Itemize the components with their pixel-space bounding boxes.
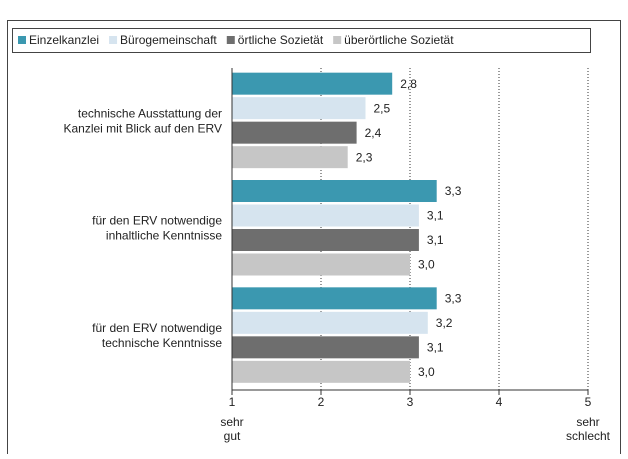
category-label: technische Ausstattung der	[78, 106, 222, 120]
x-tick-label: 1	[229, 395, 236, 409]
legend-swatch	[226, 36, 235, 44]
bar	[232, 311, 428, 334]
bar	[232, 336, 419, 359]
x-tick-label: 5	[585, 395, 592, 409]
bar	[232, 72, 393, 95]
bar	[232, 146, 348, 169]
bar	[232, 121, 357, 144]
value-label: 2,8	[400, 77, 417, 91]
value-label: 2,4	[365, 126, 382, 140]
scale-end-label: schlecht	[566, 429, 611, 443]
legend-label: überörtliche Sozietät	[344, 33, 454, 47]
legend-label: örtliche Sozietät	[238, 33, 324, 47]
bar	[232, 180, 437, 202]
legend-box	[12, 28, 591, 53]
value-label: 3,3	[445, 184, 462, 198]
category-label: für den ERV notwendige	[92, 214, 222, 228]
value-label: 2,5	[374, 101, 391, 115]
x-tick-label: 2	[318, 395, 325, 409]
legend-swatch	[18, 36, 26, 44]
category-label: für den ERV notwendige	[92, 321, 222, 335]
x-tick-label: 3	[407, 395, 414, 409]
frame	[7, 20, 621, 459]
bar	[232, 287, 437, 310]
scale-end-label: sehr	[576, 415, 599, 429]
value-label: 3,2	[436, 316, 453, 330]
bar	[232, 253, 410, 276]
bar	[232, 204, 419, 227]
bar	[232, 360, 410, 383]
value-label: 3,0	[418, 258, 435, 272]
value-label: 3,0	[418, 365, 435, 379]
value-label: 3,1	[427, 341, 444, 355]
value-label: 3,3	[445, 292, 462, 306]
legend-label: Einzelkanzlei	[29, 33, 99, 47]
bar	[232, 229, 419, 251]
scale-end-label: sehr	[220, 415, 243, 429]
x-tick-label: 4	[496, 395, 503, 409]
category-label: Kanzlei mit Blick auf den ERV	[63, 121, 222, 135]
legend-swatch	[109, 36, 118, 44]
category-label: inhaltliche Kenntnisse	[106, 229, 222, 243]
value-label: 2,3	[356, 150, 373, 164]
scale-end-label: gut	[224, 429, 241, 443]
value-label: 3,1	[427, 209, 444, 223]
category-label: technische Kenntnisse	[102, 336, 222, 350]
legend-label: Bürogemeinschaft	[120, 33, 217, 47]
bar	[232, 97, 366, 120]
value-label: 3,1	[427, 233, 444, 247]
legend-swatch	[333, 36, 342, 44]
